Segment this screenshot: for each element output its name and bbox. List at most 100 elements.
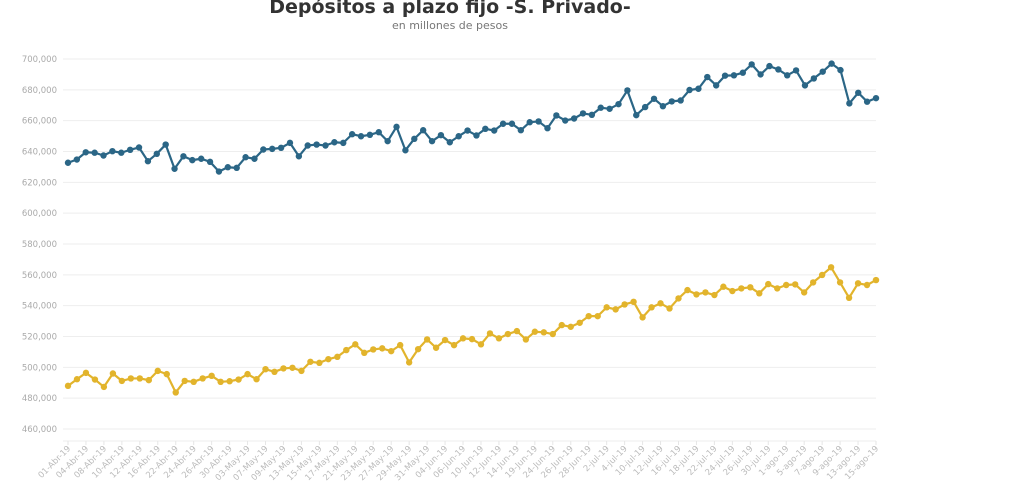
data-point[interactable] <box>630 298 637 306</box>
data-point[interactable] <box>549 330 556 338</box>
data-point[interactable] <box>271 368 278 376</box>
data-point[interactable] <box>801 82 809 89</box>
data-point[interactable] <box>756 290 763 297</box>
data-point[interactable] <box>298 367 305 375</box>
data-point[interactable] <box>863 281 871 289</box>
data-point[interactable] <box>455 133 462 140</box>
data-point[interactable] <box>800 289 808 296</box>
data-point[interactable] <box>783 281 790 289</box>
data-point[interactable] <box>163 370 170 378</box>
data-point[interactable] <box>775 66 782 73</box>
data-point[interactable] <box>118 377 126 385</box>
data-point[interactable] <box>486 330 494 337</box>
data-point[interactable] <box>576 319 583 326</box>
data-point[interactable] <box>712 82 720 89</box>
data-point[interactable] <box>322 142 329 149</box>
data-point[interactable] <box>738 285 745 292</box>
data-point[interactable] <box>64 159 72 166</box>
data-point[interactable] <box>490 127 498 134</box>
data-point[interactable] <box>244 370 251 378</box>
data-point[interactable] <box>872 276 880 284</box>
data-point[interactable] <box>73 376 81 383</box>
data-point[interactable] <box>702 289 709 296</box>
data-point[interactable] <box>464 127 471 134</box>
data-point[interactable] <box>553 112 560 119</box>
data-point[interactable] <box>612 306 619 313</box>
data-point[interactable] <box>366 131 374 139</box>
data-point[interactable] <box>352 341 359 348</box>
data-point[interactable] <box>242 154 249 161</box>
data-point[interactable] <box>340 139 347 147</box>
data-point[interactable] <box>423 336 431 343</box>
data-point[interactable] <box>639 314 646 321</box>
data-point[interactable] <box>414 345 422 353</box>
data-point[interactable] <box>181 377 188 385</box>
data-point[interactable] <box>567 323 574 330</box>
data-point[interactable] <box>594 312 601 320</box>
data-point[interactable] <box>729 287 736 295</box>
data-point[interactable] <box>809 279 817 286</box>
data-point[interactable] <box>189 156 196 164</box>
data-point[interactable] <box>396 341 404 349</box>
data-point[interactable] <box>402 147 409 154</box>
data-point[interactable] <box>562 117 569 124</box>
data-point[interactable] <box>748 61 755 68</box>
data-point[interactable] <box>154 367 161 375</box>
data-point[interactable] <box>153 150 160 158</box>
data-point[interactable] <box>224 164 232 171</box>
data-point[interactable] <box>765 280 772 288</box>
data-point[interactable] <box>641 103 649 111</box>
data-point[interactable] <box>411 135 418 143</box>
data-point[interactable] <box>277 144 285 151</box>
data-point[interactable] <box>82 149 89 156</box>
data-point[interactable] <box>757 71 764 78</box>
data-point[interactable] <box>657 300 664 307</box>
data-point[interactable] <box>384 137 391 145</box>
data-point[interactable] <box>819 68 826 75</box>
data-point[interactable] <box>100 152 107 159</box>
data-point[interactable] <box>792 281 799 288</box>
data-point[interactable] <box>313 141 320 148</box>
data-point[interactable] <box>579 110 587 117</box>
data-point[interactable] <box>217 378 224 386</box>
data-point[interactable] <box>468 335 476 343</box>
data-point[interactable] <box>82 369 90 377</box>
data-point[interactable] <box>836 279 844 286</box>
data-point[interactable] <box>325 355 332 363</box>
data-point[interactable] <box>558 321 565 329</box>
data-point[interactable] <box>450 341 458 349</box>
data-point[interactable] <box>739 69 747 76</box>
data-point[interactable] <box>91 376 99 383</box>
data-point[interactable] <box>375 129 382 136</box>
data-point[interactable] <box>190 378 197 386</box>
data-point[interactable] <box>695 85 702 92</box>
data-point[interactable] <box>393 123 400 131</box>
data-point[interactable] <box>235 376 242 383</box>
data-point[interactable] <box>792 67 800 74</box>
data-point[interactable] <box>531 328 539 335</box>
data-point[interactable] <box>540 329 548 336</box>
data-point[interactable] <box>526 119 533 126</box>
data-point[interactable] <box>711 291 718 299</box>
data-point[interactable] <box>666 305 673 312</box>
data-point[interactable] <box>331 139 338 146</box>
data-point[interactable] <box>144 158 152 165</box>
data-point[interactable] <box>855 89 862 96</box>
data-point[interactable] <box>615 100 622 108</box>
data-point[interactable] <box>441 336 449 344</box>
data-point[interactable] <box>766 62 773 70</box>
data-point[interactable] <box>180 153 187 160</box>
data-point[interactable] <box>388 347 395 355</box>
data-point[interactable] <box>118 149 125 156</box>
data-point[interactable] <box>343 346 350 354</box>
data-point[interactable] <box>208 372 215 380</box>
data-point[interactable] <box>145 376 152 384</box>
data-point[interactable] <box>289 364 296 371</box>
data-point[interactable] <box>621 301 628 308</box>
data-point[interactable] <box>405 359 413 366</box>
data-point[interactable] <box>357 133 365 140</box>
data-point[interactable] <box>499 120 507 127</box>
data-point[interactable] <box>91 149 98 156</box>
data-point[interactable] <box>721 72 729 79</box>
data-point[interactable] <box>504 330 512 338</box>
